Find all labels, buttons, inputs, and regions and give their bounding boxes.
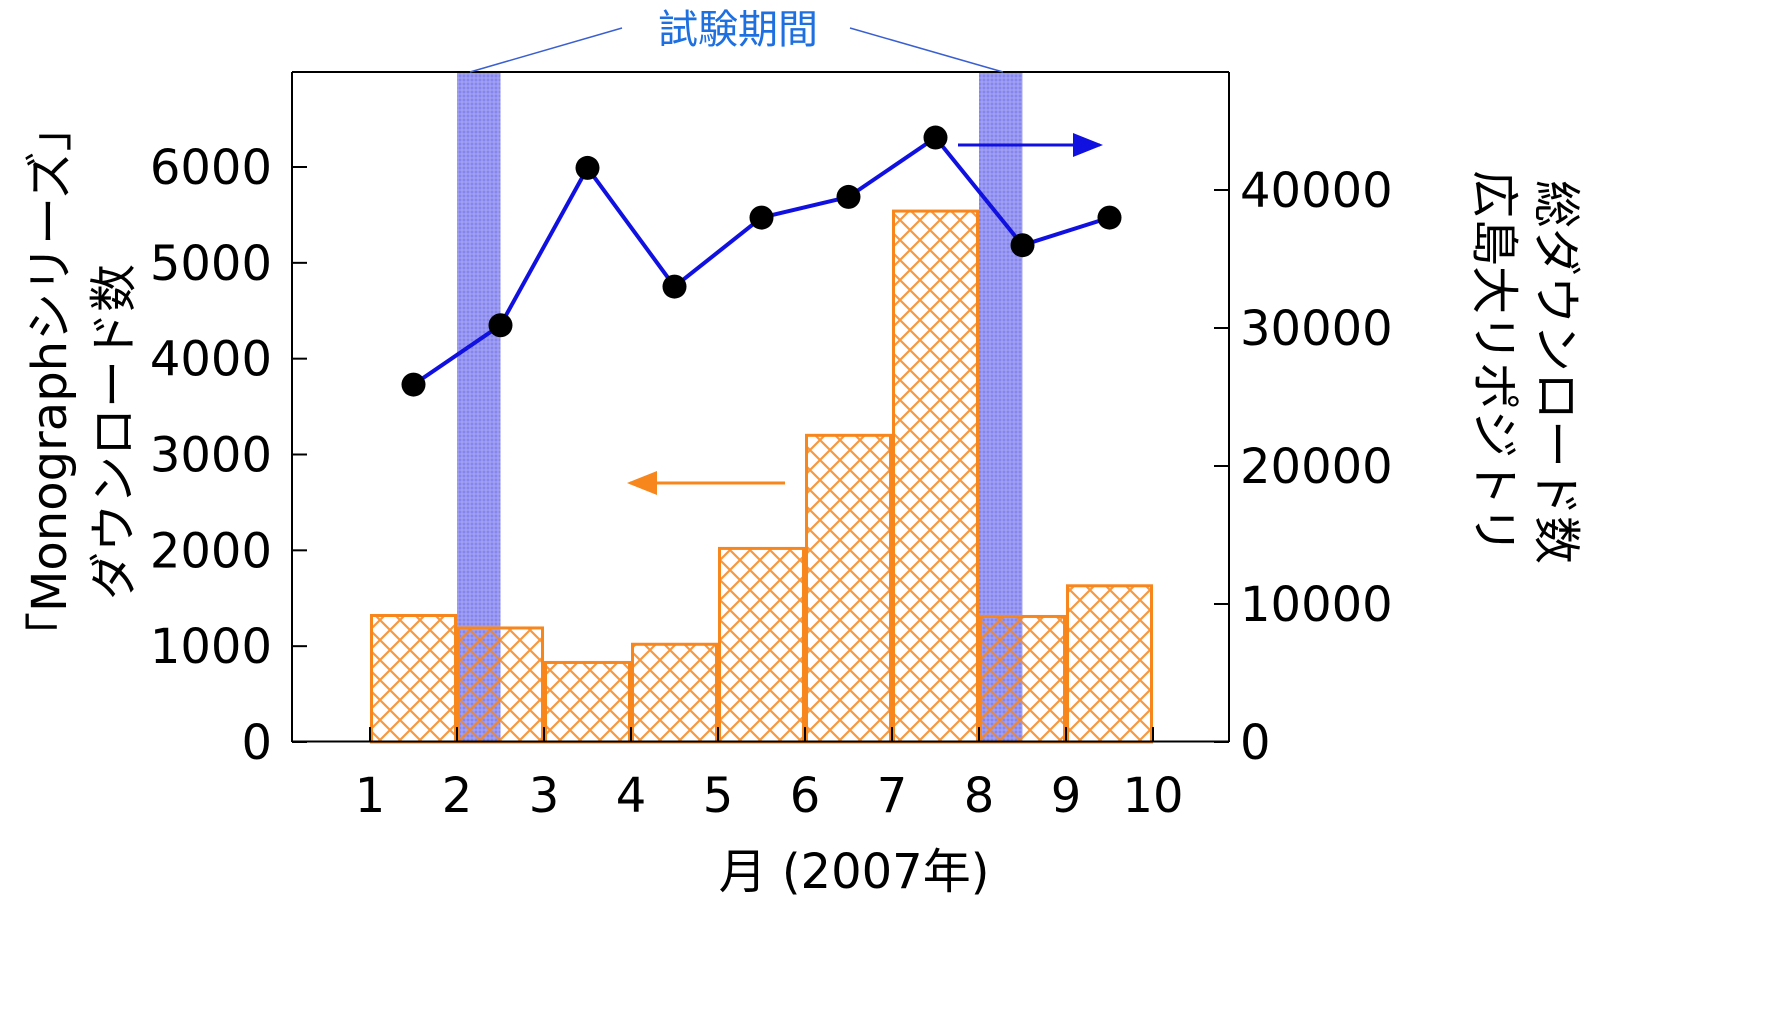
left-axis-title-line1: 「Monographシリーズ」: [22, 103, 78, 660]
line-point-2: [488, 313, 513, 338]
right-axis-title-second: 総ダウンロード数: [1528, 180, 1584, 564]
line-point-1: [401, 372, 426, 397]
x-tick-label-3: 3: [529, 768, 560, 824]
bar-month-4: [631, 642, 718, 744]
x-tick-label-9: 9: [1051, 768, 1082, 824]
left-y-ticks: 0 1000 2000 3000 4000 5000 6000: [150, 140, 307, 771]
left-axis-title-line2: ダウンロード数: [86, 264, 142, 600]
right-tick-label-0: 0: [1240, 715, 1271, 771]
bar-month-6: [805, 433, 892, 744]
right-axis-title-line2: 総ダウンロード数: [1528, 180, 1584, 564]
line-point-4: [662, 274, 687, 299]
line-point-5: [749, 205, 774, 230]
x-tick-label-4: 4: [616, 768, 647, 824]
x-tick-label-2: 2: [442, 768, 473, 824]
bar-month-9: [1066, 584, 1153, 744]
repository-download-line: [401, 125, 1122, 397]
left-tick-label-6000: 6000: [150, 140, 272, 196]
left-axis-title-second: ダウンロード数: [86, 264, 142, 600]
left-tick-label-5000: 5000: [150, 236, 272, 292]
right-tick-label-30000: 30000: [1240, 301, 1393, 357]
line-point-6: [836, 184, 861, 209]
bar-month-2: [457, 626, 544, 744]
x-tick-label-5: 5: [703, 768, 734, 824]
bar-month-5: [718, 546, 805, 744]
bar-month-7: [892, 209, 979, 744]
x-axis-title: 月 (2007年): [719, 844, 990, 900]
callout-leader-left: [469, 27, 623, 73]
left-tick-label-0: 0: [241, 715, 272, 771]
right-axis-title: 広島大リポジトリ: [1466, 170, 1522, 554]
left-tick-label-1000: 1000: [150, 619, 272, 675]
left-tick-label-4000: 4000: [150, 332, 272, 388]
line-point-8: [1010, 233, 1035, 258]
test-period-label: 試験期間: [658, 7, 818, 53]
test-period-callout: 試験期間: [469, 7, 1004, 73]
right-tick-label-20000: 20000: [1240, 439, 1393, 495]
x-tick-label-7: 7: [877, 768, 908, 824]
x-ticks: 1 2 3 4 5 6 7 8 9 10: [355, 727, 1184, 824]
series-direction-arrows: [627, 133, 1103, 495]
line-point-3: [575, 155, 600, 180]
right-y-ticks: 0 10000 20000 30000 40000: [1214, 163, 1393, 771]
left-tick-label-2000: 2000: [150, 523, 272, 579]
x-tick-label-6: 6: [790, 768, 821, 824]
bar-month-8: [979, 614, 1066, 744]
bar-month-3: [544, 660, 631, 744]
right-tick-label-40000: 40000: [1240, 163, 1393, 219]
line-point-9: [1097, 205, 1122, 230]
right-tick-label-10000: 10000: [1240, 577, 1393, 633]
monograph-download-bars: [370, 209, 1153, 744]
line-point-7: [923, 125, 948, 150]
left-tick-label-3000: 3000: [150, 428, 272, 484]
bar-month-1: [370, 614, 457, 744]
left-axis-title: 「Monographシリーズ」: [22, 103, 78, 660]
x-tick-label-8: 8: [964, 768, 995, 824]
right-axis-title-line1: 広島大リポジトリ: [1466, 170, 1522, 554]
callout-leader-right: [849, 27, 1004, 73]
x-tick-label-1: 1: [355, 768, 386, 824]
x-tick-label-10: 10: [1122, 768, 1183, 824]
